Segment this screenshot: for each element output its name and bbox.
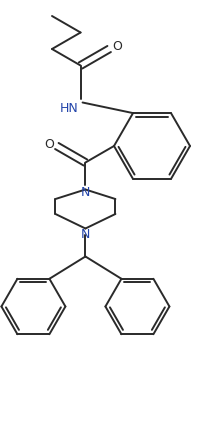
Text: N: N <box>81 186 90 199</box>
Text: O: O <box>112 41 122 54</box>
Text: O: O <box>44 137 54 150</box>
Text: HN: HN <box>60 103 79 116</box>
Text: N: N <box>81 227 90 240</box>
